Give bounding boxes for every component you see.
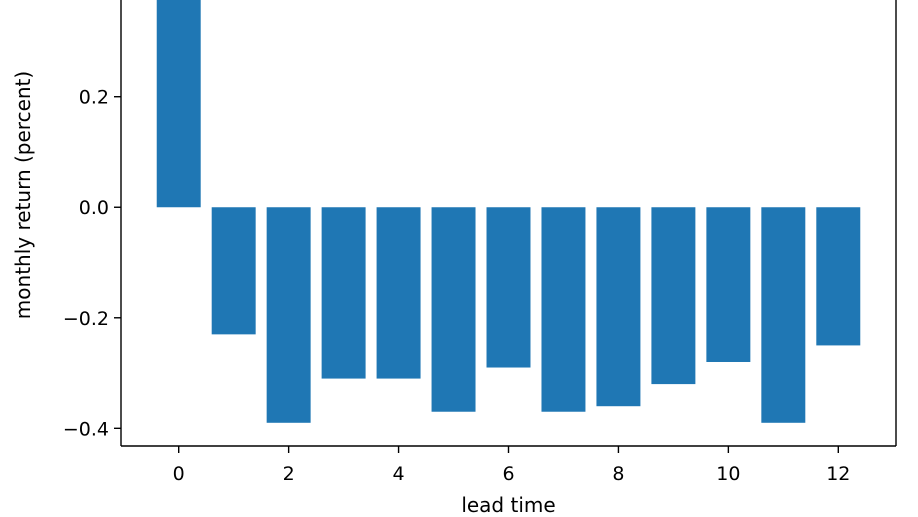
x-axis-label: lead time (461, 493, 555, 517)
bar-lead-6 (486, 207, 531, 368)
x-ticks-group: 0 2 4 6 8 10 12 (173, 446, 850, 485)
bar-lead-7 (541, 207, 586, 412)
bar-lead-12 (816, 207, 861, 346)
y-tick-label: −0.2 (63, 308, 109, 330)
bar-lead-0 (156, 0, 201, 208)
bars-group (156, 0, 861, 423)
x-tick-label: 10 (716, 463, 740, 485)
bar-lead-11 (761, 207, 806, 423)
bar-lead-2 (266, 207, 311, 423)
bar-lead-9 (651, 207, 696, 385)
y-tick-label: 0.0 (79, 197, 109, 219)
x-tick-label: 2 (283, 463, 295, 485)
bar-lead-10 (706, 207, 751, 362)
bar-lead-4 (376, 207, 421, 379)
x-tick-label: 0 (173, 463, 185, 485)
x-tick-label: 8 (612, 463, 624, 485)
y-tick-label: 0.2 (79, 87, 109, 109)
bar-lead-8 (596, 207, 641, 407)
bar-lead-5 (431, 207, 476, 412)
x-tick-label: 6 (502, 463, 514, 485)
y-ticks-group: −0.4 −0.2 0.0 0.2 (63, 87, 121, 440)
x-tick-label: 12 (826, 463, 850, 485)
bar-lead-1 (211, 207, 256, 335)
y-tick-label: −0.4 (63, 418, 109, 440)
bar-lead-3 (321, 207, 366, 379)
y-axis-label: monthly return (percent) (11, 71, 35, 319)
x-tick-label: 4 (393, 463, 405, 485)
